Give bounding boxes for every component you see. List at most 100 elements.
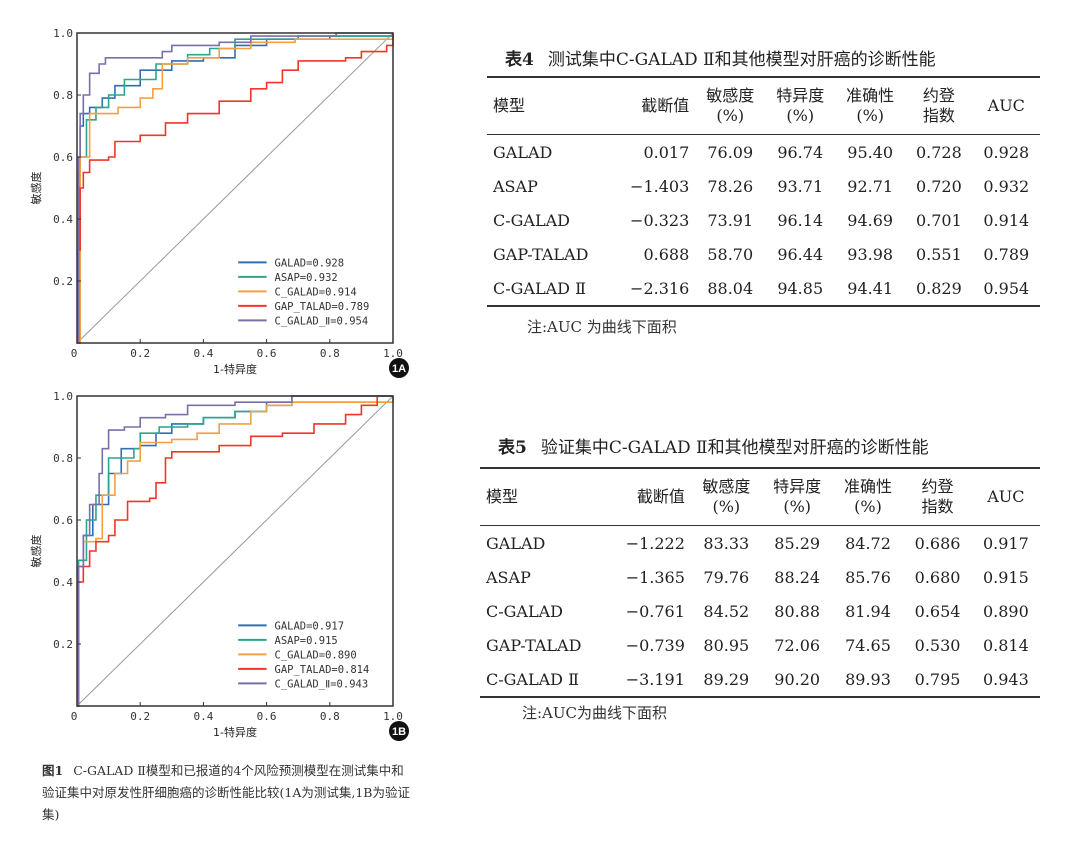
column-header: 截断值 — [612, 77, 696, 135]
table-cell: 0.680 — [914, 567, 961, 587]
column-header: 特异度 (%) — [765, 77, 836, 135]
table-row: C-GALAD −0.323 73.91 96.14 94.69 0.701 0.914 — [487, 203, 1040, 237]
table-cell: 84.72 — [845, 533, 891, 553]
roc-curve-1 — [77, 33, 394, 344]
y-tick-label: 0.4 — [53, 576, 73, 589]
table-cell: 0.654 — [914, 601, 961, 621]
table-cell: 0.928 — [983, 142, 1030, 162]
x-tick-label: 0 — [71, 710, 78, 723]
table-cell: 94.69 — [847, 210, 894, 230]
table-cell: −3.191 — [625, 669, 685, 689]
column-header-text: 特异度 — [776, 86, 825, 105]
table-cell: 80.95 — [703, 635, 750, 655]
table-cell: 0.701 — [915, 210, 962, 230]
y-tick-label: 0.2 — [53, 275, 73, 288]
caption-label: 图1 — [42, 763, 64, 778]
roc-chart-1a: 0 0.2 0.4 0.6 0.8 1.0 0.2 0.4 0.6 0.8 1.0 1-特异度 敏感度 G… — [29, 27, 409, 378]
y-tick-label: 1.0 — [53, 390, 73, 403]
table-cell: ASAP — [493, 176, 538, 196]
column-header-text: AUC — [987, 96, 1025, 115]
table-row: C-GALAD −0.761 84.52 80.88 81.94 0.654 0.890 — [480, 594, 1040, 628]
table-row: C-GALAD Ⅱ −2.316 88.04 94.85 94.41 0.829 0.954 — [487, 271, 1040, 306]
column-header: 敏感度 (%) — [695, 77, 766, 135]
x-axis-label: 1-特异度 — [213, 362, 257, 376]
table5: 模型 截断值 敏感度 (%) 特异度 (%) 准确性 (%) 约登 指数 AUC GALAD −1.22… — [480, 467, 1040, 698]
table5-note: 注:AUC为曲线下面积 — [522, 704, 668, 722]
x-tick-label: 0.8 — [320, 347, 340, 360]
x-tick-label: 1.0 — [383, 710, 403, 723]
table-cell: −1.365 — [625, 567, 685, 587]
roc-curve-3 — [77, 33, 394, 344]
table-cell: 90.20 — [774, 669, 821, 689]
table4: 模型 截断值 敏感度 (%) 特异度 (%) 准确性 (%) 约登 指数 AUC GALAD 0.017… — [487, 76, 1040, 307]
x-tick-label: 0 — [71, 347, 78, 360]
y-axis-label: 敏感度 — [29, 172, 43, 205]
table4-title-text: 测试集中C-GALAD Ⅱ和其他模型对肝癌的诊断性能 — [547, 50, 936, 70]
legend-entry: C_GALAD_Ⅱ=0.943 — [275, 678, 369, 690]
table-row: GAP-TALAD −0.739 80.95 72.06 74.65 0.530 0.814 — [480, 628, 1040, 662]
table-cell: −1.222 — [625, 533, 685, 553]
roc-chart-1b: 0 0.2 0.4 0.6 0.8 1.0 0.2 0.4 0.6 0.8 1.0 1-特异度 敏感度 G… — [29, 390, 409, 741]
column-header: AUC — [972, 77, 1040, 135]
roc-curve-0 — [77, 33, 394, 344]
y-tick-label: 0.2 — [53, 638, 73, 651]
panel-label: 1B — [392, 726, 406, 738]
table-cell: C-GALAD — [486, 601, 563, 621]
panel-badge — [389, 358, 409, 378]
legend-entry: GAP_TALAD=0.814 — [275, 664, 370, 676]
table-cell: 93.71 — [777, 176, 824, 196]
table5-title: 表5 验证集中C-GALAD Ⅱ和其他模型对肝癌的诊断性能 — [498, 433, 929, 458]
table-cell: −0.739 — [625, 635, 685, 655]
panel-label: 1A — [392, 363, 406, 375]
table-cell: 0.829 — [915, 278, 962, 298]
table-cell: 95.40 — [847, 142, 894, 162]
x-axis-label: 1-特异度 — [213, 725, 257, 739]
table-cell: 0.914 — [983, 210, 1030, 230]
table-cell: 0.551 — [915, 244, 962, 264]
table-header-row: 模型 截断值 敏感度 (%) 特异度 (%) 准确性 (%) 约登 指数 AUC — [480, 468, 1040, 526]
table-cell: 96.74 — [777, 142, 824, 162]
table-cell: C-GALAD — [493, 210, 570, 230]
table-cell: 74.65 — [845, 635, 891, 655]
table-cell: 0.720 — [915, 176, 962, 196]
column-header: 特异度 (%) — [761, 468, 833, 526]
table-cell: 89.29 — [703, 669, 750, 689]
column-header-text: (%) — [783, 497, 812, 516]
roc-curve-4 — [77, 395, 393, 707]
table-cell: C-GALAD Ⅱ — [486, 669, 579, 689]
column-header: 模型 — [480, 468, 607, 526]
table-cell: 84.52 — [703, 601, 750, 621]
legend-entry: C_GALAD=0.914 — [275, 286, 357, 298]
table4-note: 注:AUC 为曲线下面积 — [527, 318, 677, 336]
y-tick-label: 0.4 — [53, 213, 73, 226]
table-cell: 0.728 — [915, 142, 962, 162]
table-cell: 58.70 — [707, 244, 754, 264]
column-header: 敏感度 (%) — [690, 468, 762, 526]
table-cell: C-GALAD Ⅱ — [493, 278, 586, 298]
table-cell: 78.26 — [707, 176, 754, 196]
table-cell: 79.76 — [703, 567, 750, 587]
table-cell: −1.403 — [630, 176, 690, 196]
column-header: 约登 指数 — [905, 77, 973, 135]
table-cell: 0.789 — [983, 244, 1030, 264]
table4-title: 表4 测试集中C-GALAD Ⅱ和其他模型对肝癌的诊断性能 — [505, 45, 936, 70]
table-cell: 94.41 — [847, 278, 894, 298]
column-header-text: 约登 — [921, 477, 954, 496]
table-cell: GAP-TALAD — [493, 244, 589, 264]
column-header-text: 指数 — [921, 497, 954, 516]
column-header-text: 准确性 — [846, 86, 895, 105]
table-cell: 89.93 — [845, 669, 891, 689]
column-header-text: 指数 — [922, 106, 955, 125]
column-header-text: 特异度 — [773, 477, 822, 496]
plot-frame — [76, 395, 394, 707]
figure-caption: 图1 C-GALAD Ⅱ模型和已报道的4个风险预测模型在测试集中和验证集中对原发性… — [42, 760, 412, 826]
table-cell: 92.71 — [847, 176, 894, 196]
table-cell: 0.686 — [914, 533, 961, 553]
table-cell: 88.24 — [774, 567, 821, 587]
table-cell: GALAD — [493, 142, 553, 162]
roc-curve-4 — [77, 32, 393, 344]
x-tick-label: 0.2 — [130, 347, 150, 360]
roc-curve-2 — [77, 396, 394, 707]
legend-entry: ASAP=0.915 — [275, 635, 338, 647]
column-header-text: 模型 — [493, 96, 526, 115]
